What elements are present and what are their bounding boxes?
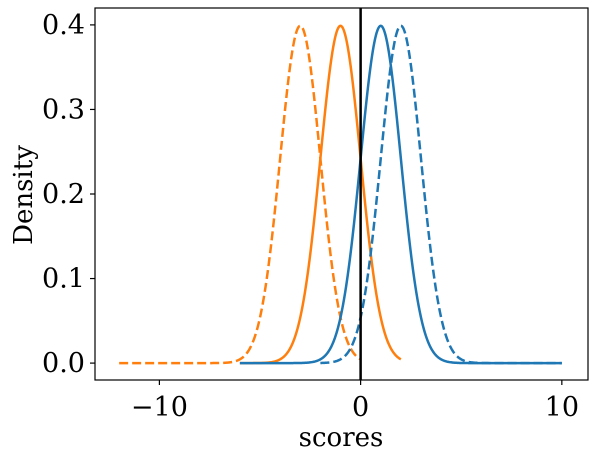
y-axis-title: Density <box>9 145 39 245</box>
y-tick-label: 0.1 <box>42 264 85 295</box>
x-tick-label: −10 <box>131 392 188 423</box>
y-tick-label: 0.0 <box>42 348 85 379</box>
y-tick-label: 0.4 <box>42 10 85 41</box>
x-axis-title: scores <box>299 423 384 453</box>
x-axis-ticks: −10 0 10 <box>131 380 579 423</box>
x-tick-label: 0 <box>352 392 369 423</box>
x-tick-label: 10 <box>545 392 579 423</box>
y-tick-label: 0.2 <box>42 179 85 210</box>
y-tick-label: 0.3 <box>42 94 85 125</box>
plot-background <box>95 8 588 380</box>
y-axis-ticks: 0.0 0.1 0.2 0.3 0.4 <box>42 10 95 379</box>
